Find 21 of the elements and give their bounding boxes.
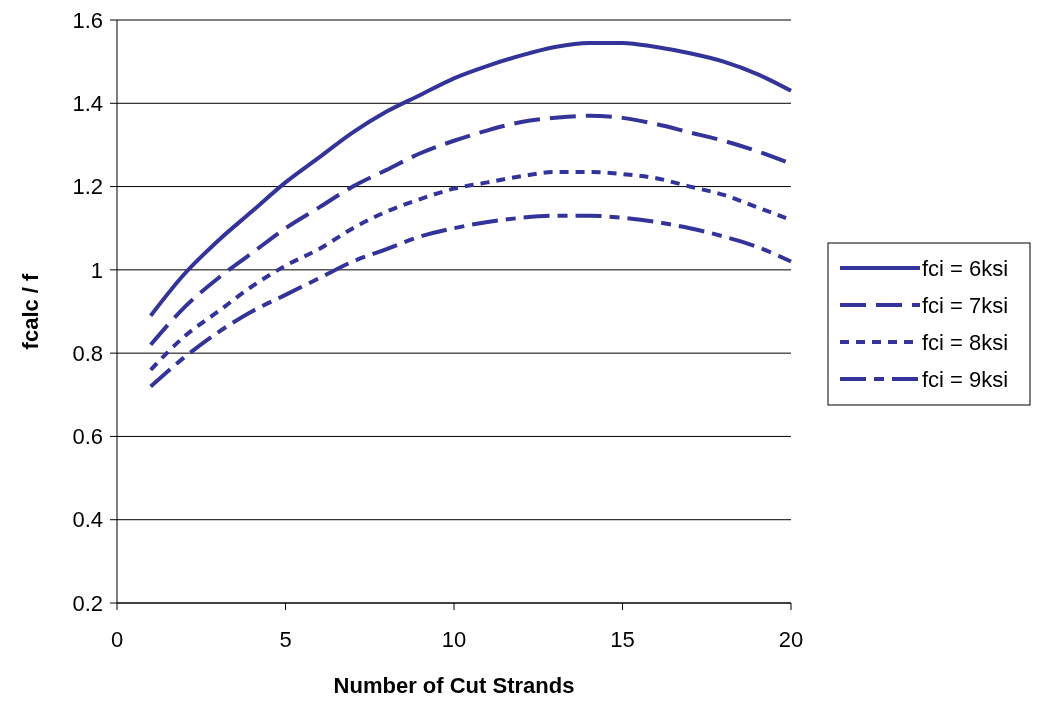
y-tick-label: 1.4 — [72, 90, 103, 116]
y-tick-label: 0.8 — [72, 340, 103, 366]
x-tick-label: 0 — [110, 627, 124, 652]
x-tick-label: 10 — [441, 627, 467, 652]
legend-label: fci = 8ksi — [922, 329, 1009, 355]
y-axis-title: fcalc / f — [18, 272, 43, 350]
legend-label: fci = 7ksi — [922, 292, 1009, 318]
x-tick-label: 20 — [778, 627, 804, 652]
line-series — [148, 213, 793, 389]
x-tick-label: 5 — [279, 627, 292, 652]
y-tick-label: 0.6 — [72, 424, 103, 450]
x-tick-label: 15 — [610, 627, 635, 652]
legend-label: fci = 6ksi — [922, 255, 1009, 281]
y-tick-label: 0.2 — [72, 590, 103, 616]
y-tick-label: 1 — [90, 257, 103, 283]
legend-label: fci = 9ksi — [922, 366, 1009, 392]
line-series — [148, 40, 793, 318]
y-tick-label: 0.4 — [72, 507, 103, 533]
y-tick-label: 1.6 — [72, 7, 103, 33]
y-tick-label: 1.2 — [72, 174, 103, 200]
x-axis-title: Number of Cut Strands — [333, 673, 575, 698]
